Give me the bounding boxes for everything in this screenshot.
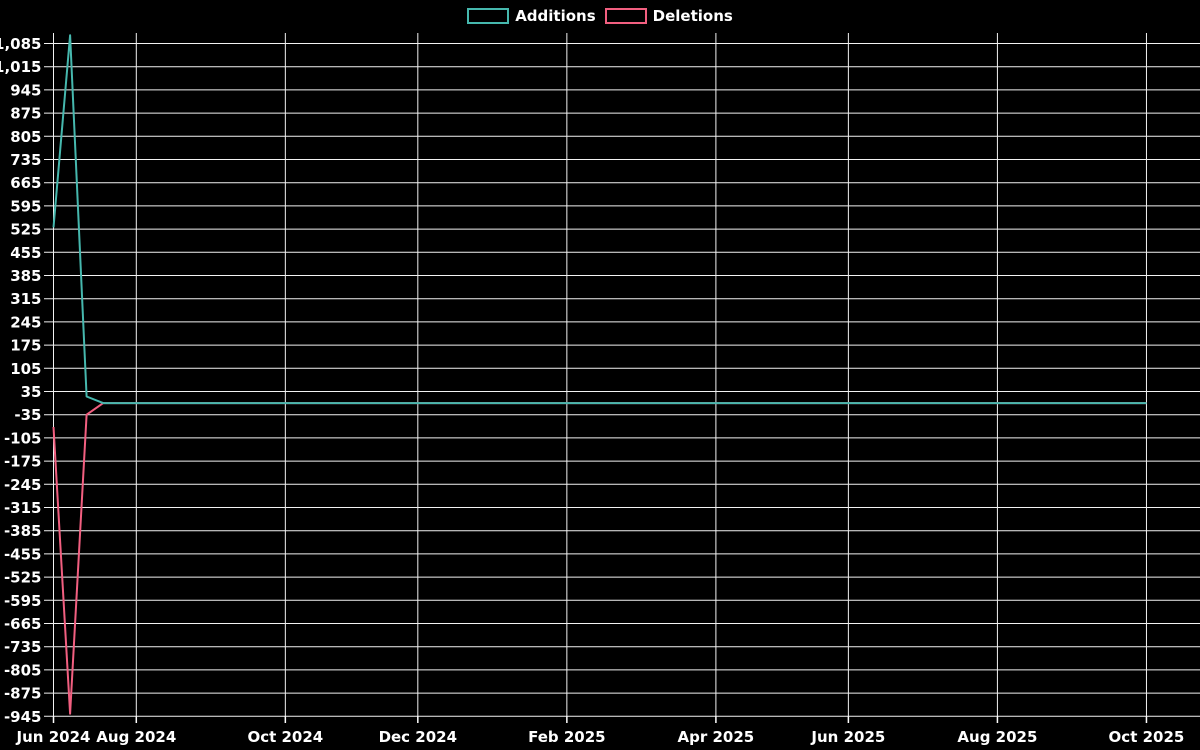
y-axis-tick-label: -875 [4,685,42,703]
y-axis-tick-label: 385 [10,267,41,285]
series-line-deletions [52,402,1147,715]
chart-legend: Additions Deletions [0,7,1200,25]
y-axis-tick-label: -595 [4,592,42,610]
series-line-additions [52,34,1147,405]
y-axis-tick-label: 105 [10,360,41,378]
y-axis-tick-label: 665 [10,174,41,192]
y-axis-tick-label: -175 [4,453,42,471]
y-axis-tick-label: -735 [4,638,42,656]
x-axis-tick-label: Feb 2025 [528,728,606,746]
legend-item-additions[interactable]: Additions [467,7,596,25]
y-axis-tick-label: -945 [4,708,42,726]
y-axis-tick-label: 455 [10,244,41,262]
y-axis-tick-label: 1,085 [0,35,42,53]
x-axis-tick-label: Oct 2024 [247,728,323,746]
y-axis-tick-label: 525 [10,221,41,239]
y-axis-tick-label: -665 [4,615,42,633]
y-axis-tick-label: 175 [10,337,41,355]
deletions-swatch-icon [604,8,647,24]
y-axis-tick-label: 315 [10,290,41,308]
additions-swatch-icon [467,8,510,24]
y-axis-tick-label: -525 [4,569,42,587]
y-axis-tick-label: 735 [10,151,41,169]
x-axis-tick-label: Aug 2025 [957,728,1037,746]
y-axis-tick-label: -315 [4,499,42,517]
legend-label-additions: Additions [515,7,596,25]
x-axis-tick-label: Jun 2025 [810,728,885,746]
x-axis-tick-label: Dec 2024 [379,728,458,746]
y-axis-tick-label: 595 [10,197,41,215]
x-axis-tick-label: Jun 2024 [16,728,91,746]
y-axis-tick-label: -385 [4,522,42,540]
y-axis-tick-label: -245 [4,476,42,494]
y-axis-tick-label: 805 [10,128,41,146]
y-axis-tick-label: -805 [4,661,42,679]
y-axis-tick-label: 1,015 [0,58,42,76]
y-axis-tick-label: 945 [10,81,41,99]
x-axis-tick-label: Apr 2025 [678,728,755,746]
y-axis-tick-label: -455 [4,545,42,563]
y-axis-tick-label: -35 [14,406,41,424]
y-axis-tick-label: 35 [21,383,42,401]
legend-item-deletions[interactable]: Deletions [604,7,733,25]
y-axis-tick-label: -105 [4,429,42,447]
x-axis-tick-label: Aug 2024 [96,728,176,746]
y-axis-tick-label: 245 [10,313,41,331]
y-axis-tick-label: 875 [10,105,41,123]
x-axis-tick-label: Oct 2025 [1109,728,1185,746]
legend-label-deletions: Deletions [652,7,733,25]
